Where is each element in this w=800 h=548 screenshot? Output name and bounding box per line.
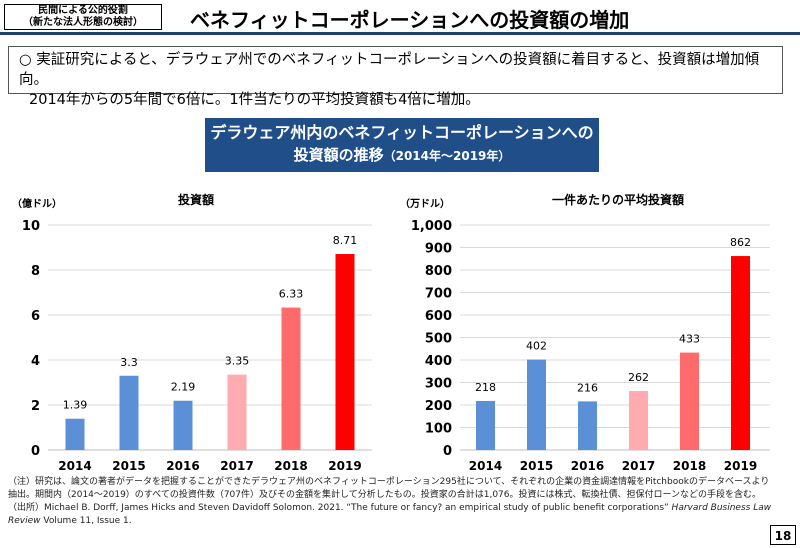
y-tick-label: 900 [425,242,452,257]
chart-title: 一件あたりの平均投資額 [552,192,684,207]
banner-line2-main: 投資額の推移 [293,146,384,164]
data-label: 262 [628,371,649,384]
bar [281,307,301,450]
section-tag: 民間による公的役割 （新たな法人形態の検討） [4,4,162,30]
banner-line2-sub: （2014年～2019年） [383,149,511,163]
title-rule [0,32,800,35]
y-tick-label: 200 [425,399,452,414]
y-tick-label: 1,000 [411,219,452,234]
data-label: 3.35 [225,355,250,368]
footnotes: （注）研究は、論文の著者がデータを把握することができたデラウェア州のベネフィット… [8,476,778,528]
bar [476,400,495,450]
y-tick-label: 100 [425,422,452,437]
bar [335,254,355,450]
y-tick-label: 6 [31,309,40,324]
y-tick-label: 10 [22,219,40,234]
source-suffix: Volume 11, Issue 1. [40,516,132,526]
y-tick-label: 0 [31,444,40,459]
summary-box: ○ 実証研究によると、デラウェア州でのベネフィットコーポレーションへの投資額に着… [8,46,783,108]
x-tick-label: 2019 [328,459,361,473]
y-tick-label: 4 [31,354,40,369]
y-axis-label: （万ドル） [400,197,450,210]
y-tick-label: 300 [425,377,452,392]
data-label: 218 [475,381,496,394]
source-journal: Harvard Business Law Review [8,503,772,526]
bar [65,418,85,450]
data-label: 6.33 [279,288,304,301]
average-investment-chart: 一件あたりの平均投資額 （万ドル） 0 100 200 300 400 500 600 700 80… [400,192,770,473]
summary-line1: ○ 実証研究によると、デラウェア州でのベネフィットコーポレーションへの投資額に着… [19,52,760,88]
x-tick-label: 2019 [724,459,757,473]
source-prefix: （出所）Michael B. Dorff, James Hicks and St… [8,503,672,513]
investment-chart: 投資額 （億ドル） 0 2 4 6 8 10 1.39 2014 3.3 2015 2.19 2016 3.… [12,192,372,473]
bar [227,374,247,450]
section-tag-line2: （新たな法人形態の検討） [23,17,143,28]
y-tick-label: 800 [425,264,452,279]
data-label: 402 [526,340,547,353]
x-tick-label: 2017 [622,459,655,473]
data-label: 3.3 [120,356,138,369]
x-tick-label: 2014 [469,459,502,473]
page-title: ベネフィットコーポレーションへの投資額の増加 [190,8,630,32]
bar [629,391,648,450]
bar [680,352,699,450]
bar [119,375,139,450]
bar [173,400,193,450]
data-label: 8.71 [333,234,358,247]
y-tick-label: 500 [425,332,452,347]
bar [578,401,597,450]
data-label: 2.19 [171,381,196,394]
x-tick-label: 2015 [112,459,145,473]
y-tick-label: 8 [31,264,40,279]
x-tick-label: 2018 [673,459,706,473]
y-tick-label: 400 [425,354,452,369]
footnote-note: （注）研究は、論文の著者がデータを把握することができたデラウェア州のベネフィット… [8,477,770,500]
x-tick-label: 2014 [58,459,91,473]
banner-line2: 投資額の推移（2014年～2019年） [205,144,599,167]
footnote-source: （出所）Michael B. Dorff, James Hicks and St… [8,502,778,528]
x-tick-label: 2017 [220,459,253,473]
y-tick-label: 0 [443,444,452,459]
data-label: 1.39 [63,399,88,412]
y-tick-label: 700 [425,287,452,302]
data-label: 216 [577,381,598,394]
bar [731,256,750,450]
data-label: 433 [679,333,700,346]
data-label: 862 [730,236,751,249]
chart-title: 投資額 [178,192,214,207]
section-tag-line1: 民間による公的役割 [38,5,128,16]
y-axis-label: （億ドル） [12,197,62,210]
bar [527,359,546,450]
banner-line1: デラウェア州内のベネフィットコーポレーションへの [210,123,594,142]
page-number: 18 [770,525,796,545]
x-tick-label: 2016 [166,459,199,473]
summary-line2: 2014年からの5年間で6倍に。1件当たりの平均投資額も4倍に増加。 [29,92,480,108]
x-tick-label: 2018 [274,459,307,473]
chart-banner: デラウェア州内のベネフィットコーポレーションへの 投資額の推移（2014年～20… [205,118,599,172]
y-tick-label: 600 [425,309,452,324]
x-tick-label: 2015 [520,459,553,473]
x-tick-label: 2016 [571,459,604,473]
y-tick-label: 2 [31,399,40,414]
